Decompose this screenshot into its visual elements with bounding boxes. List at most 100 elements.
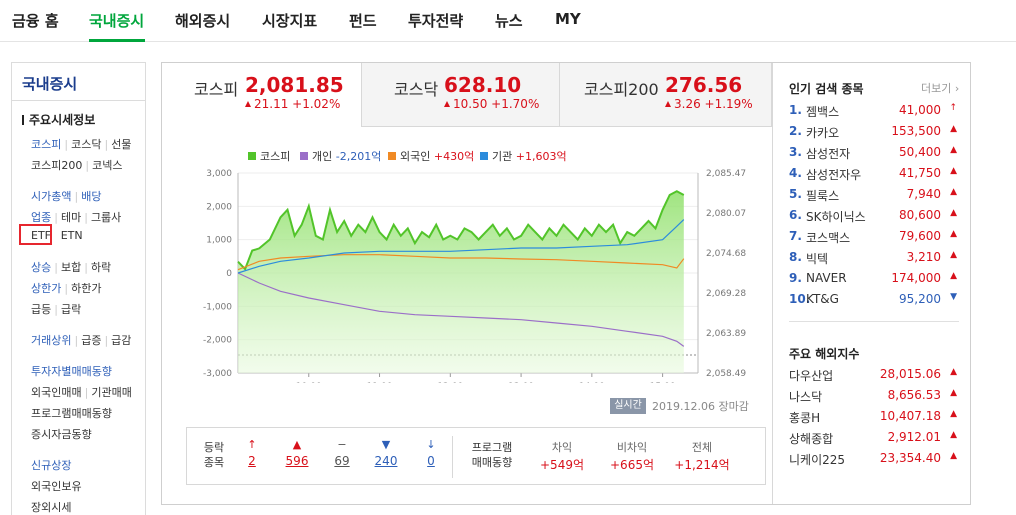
y-tick-label: -3,000 — [203, 369, 232, 379]
world-index-row[interactable]: 니케이225 23,354.40 ▲ — [789, 451, 959, 472]
sidebar-link-group[interactable]: 그룹사 — [90, 211, 122, 224]
breadth-count-link[interactable]: 2 — [248, 454, 256, 468]
popular-stock-row[interactable]: 1. 젬백스 41,000 ↑ — [789, 103, 959, 124]
sidebar-row: 급등 | 급락 — [31, 303, 82, 316]
tab-value: 628.10 — [444, 73, 522, 97]
sidebar-link-surge[interactable]: 급등 — [31, 303, 52, 316]
popular-stock-row[interactable]: 7. 코스맥스 79,600 ▲ — [789, 229, 959, 250]
world-index-row[interactable]: 나스닥 8,656.53 ▲ — [789, 388, 959, 409]
sidebar-link-sector[interactable]: 업종 — [31, 211, 52, 224]
sidebar-link-plunge[interactable]: 급락 — [60, 303, 82, 316]
sidebar-link-foreign-trading[interactable]: 외국인매매 — [31, 386, 82, 399]
tab-kospi[interactable]: 코스피 2,081.85 21.11 +1.02% — [162, 63, 362, 127]
x-tick-label: 10:00 — [296, 382, 322, 383]
index-value: 2,912.01 — [887, 430, 941, 444]
breadth-count-link[interactable]: 0 — [427, 454, 435, 468]
y2-tick-label: 2,085.47 — [706, 169, 746, 179]
stock-name[interactable]: 필룩스 — [806, 189, 840, 203]
index-name[interactable]: 상해종합 — [789, 432, 834, 446]
sidebar-link-rise[interactable]: 상승 — [31, 261, 52, 274]
sidebar-row: 업종 | 테마 | 그룹사 — [31, 211, 122, 224]
sidebar-link-institution-trading[interactable]: 기관매매 — [91, 386, 132, 399]
sidebar-link-futures[interactable]: 선물 — [111, 138, 132, 151]
y-tick-label: -2,000 — [203, 336, 232, 346]
sidebar-link-etf[interactable]: ETF — [31, 229, 51, 242]
index-name[interactable]: 니케이225 — [789, 453, 846, 467]
stock-name[interactable]: 코스맥스 — [806, 231, 851, 245]
sidebar-link-kospi[interactable]: 코스피 — [31, 138, 62, 151]
world-index-row[interactable]: 상해종합 2,912.01 ▲ — [789, 430, 959, 451]
nav-my[interactable]: MY — [555, 10, 581, 28]
sidebar-link-lower-limit[interactable]: 하한가 — [71, 282, 102, 295]
sidebar-link-upper-limit[interactable]: 상한가 — [31, 282, 62, 295]
stock-name[interactable]: 빅텍 — [806, 252, 829, 266]
sidebar-link-foreign-holding[interactable]: 외국인보유 — [31, 480, 82, 493]
stock-name[interactable]: SK하이닉스 — [806, 210, 866, 224]
world-index-row[interactable]: 다우산업 28,015.06 ▲ — [789, 367, 959, 388]
popular-stock-row[interactable]: 2. 카카오 153,500 ▲ — [789, 124, 959, 145]
rank-number: 6. — [789, 208, 802, 222]
popular-stock-row[interactable]: 3. 삼성전자 50,400 ▲ — [789, 145, 959, 166]
nav-domestic[interactable]: 국내증시 — [89, 12, 145, 30]
nav-strategy[interactable]: 투자전략 — [408, 12, 464, 30]
sidebar-row: 상한가 | 하한가 — [31, 282, 102, 295]
sidebar-link-flat[interactable]: 보합 — [60, 261, 82, 274]
index-name[interactable]: 홍콩H — [789, 411, 821, 425]
up-arrow-icon: ▲ — [950, 145, 957, 155]
nav-finance-home[interactable]: 금융 홈 — [12, 12, 59, 30]
program-cell: 비차익 +665억 — [597, 440, 667, 473]
index-name[interactable]: 다우산업 — [789, 369, 834, 383]
sidebar-link-offhours[interactable]: 장외시세 — [31, 501, 72, 514]
tab-kosdaq[interactable]: 코스닥 628.10 10.50 +1.70% — [362, 63, 560, 127]
sidebar-link-kosdaq[interactable]: 코스닥 — [71, 138, 102, 151]
sidebar-link-etn[interactable]: ETN — [60, 229, 83, 242]
popular-stock-row[interactable]: 4. 삼성전자우 41,750 ▲ — [789, 166, 959, 187]
sidebar-link-investor-trading[interactable]: 투자자별매매동향 — [31, 365, 112, 378]
sidebar-link-program-trading[interactable]: 프로그램매매동향 — [31, 407, 112, 420]
stock-name[interactable]: KT&G — [806, 292, 839, 306]
breadth-count-link[interactable]: 69 — [334, 454, 350, 468]
breadth-count-link[interactable]: 240 — [374, 454, 398, 468]
series-line-individual — [237, 272, 685, 347]
world-index-row[interactable]: 홍콩H 10,407.18 ▲ — [789, 409, 959, 430]
popular-stock-row[interactable]: 10. KT&G 95,200 ▼ — [789, 292, 959, 313]
sidebar-link-konex[interactable]: 코넥스 — [92, 159, 123, 172]
sidebar-link-theme[interactable]: 테마 — [60, 211, 82, 224]
sidebar-link-fall[interactable]: 하락 — [90, 261, 112, 274]
sidebar-link-dividend[interactable]: 배당 — [81, 190, 102, 203]
popular-stock-row[interactable]: 6. SK하이닉스 80,600 ▲ — [789, 208, 959, 229]
nav-overseas[interactable]: 해외증시 — [175, 12, 231, 30]
sidebar-link-new-listing[interactable]: 신규상장 — [31, 459, 72, 472]
stock-name[interactable]: 삼성전자우 — [806, 168, 862, 182]
sidebar-link-deposit-trend[interactable]: 증시자금동향 — [31, 428, 92, 441]
sidebar-row: 상승 | 보합 | 하락 — [31, 261, 112, 274]
nav-fund[interactable]: 펀드 — [349, 12, 377, 30]
stock-name[interactable]: 카카오 — [806, 126, 840, 140]
breadth-count-link[interactable]: 596 — [285, 454, 309, 468]
popular-stock-row[interactable]: 8. 빅텍 3,210 ▲ — [789, 250, 959, 271]
breadth-label: 등락 종목 — [203, 441, 225, 469]
stock-name[interactable]: 젬백스 — [806, 105, 840, 119]
nav-indicators[interactable]: 시장지표 — [262, 12, 318, 30]
sidebar-link-kospi200[interactable]: 코스피200 — [31, 159, 83, 172]
sidebar-link-volume-drop[interactable]: 급감 — [111, 334, 132, 347]
breadth-arrow-icon: ▼ — [381, 438, 391, 451]
sidebar-link-market-cap[interactable]: 시가총액 — [31, 190, 72, 203]
stock-name[interactable]: NAVER — [806, 271, 847, 285]
index-tabs: 코스피 2,081.85 21.11 +1.02% 코스닥 628.10 10.… — [162, 63, 772, 127]
sidebar-row: 장외시세 — [31, 499, 71, 515]
more-link[interactable]: 더보기 › — [921, 82, 960, 95]
tab-value: 276.56 — [665, 73, 743, 97]
sidebar-link-volume-surge[interactable]: 급증 — [81, 334, 102, 347]
up-arrow-icon: ▲ — [950, 409, 957, 419]
popular-stock-row[interactable]: 5. 필룩스 7,940 ▲ — [789, 187, 959, 208]
popular-stock-row[interactable]: 9. NAVER 174,000 ▲ — [789, 271, 959, 292]
y2-tick-label: 2,069.28 — [706, 289, 746, 299]
stock-name[interactable]: 삼성전자 — [806, 147, 851, 161]
index-name[interactable]: 나스닥 — [789, 390, 823, 404]
nav-news[interactable]: 뉴스 — [495, 12, 523, 30]
up-arrow-icon — [444, 101, 450, 107]
tab-kospi200[interactable]: 코스피200 276.56 3.26 +1.19% — [560, 63, 772, 127]
y-tick-label: -1,000 — [203, 302, 232, 312]
sidebar-link-top-volume[interactable]: 거래상위 — [31, 334, 72, 347]
